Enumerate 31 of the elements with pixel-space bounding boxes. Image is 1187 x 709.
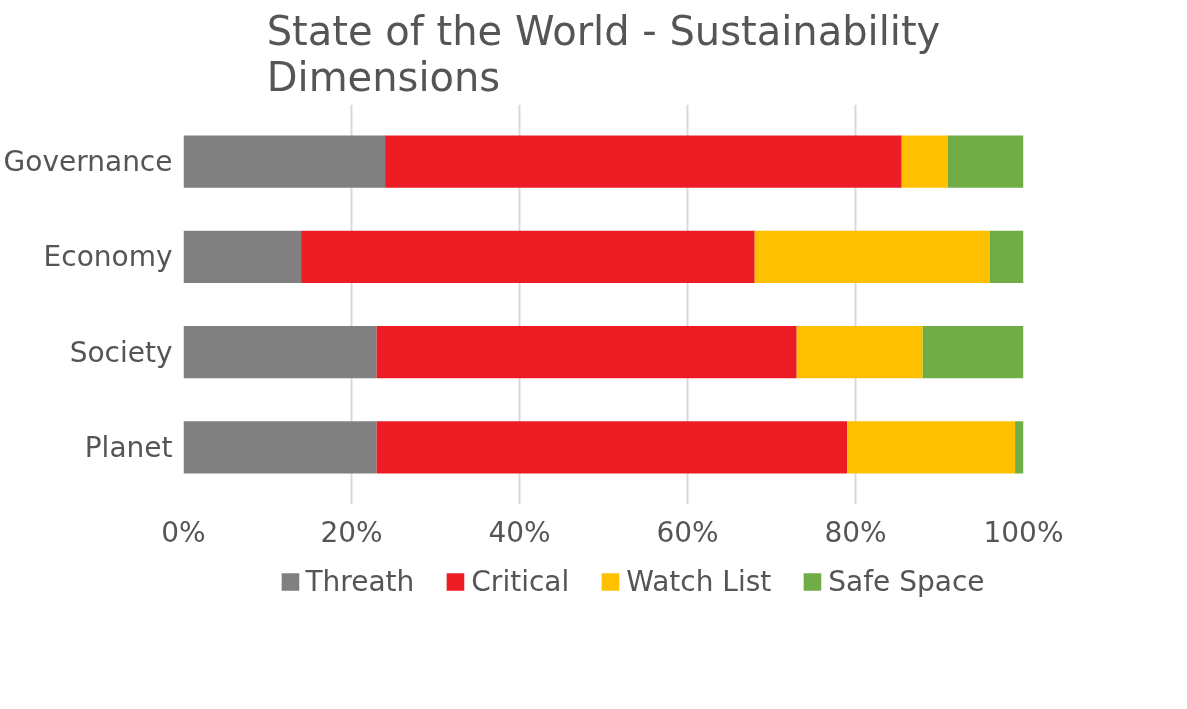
x-tick-label: 0%	[161, 515, 206, 549]
legend-label: Safe Space	[828, 564, 985, 598]
x-tick-label: 100%	[983, 515, 1064, 549]
legend-label: Critical	[471, 564, 570, 598]
chart-title: State of the World - Sustainability Dimensions	[266, 7, 941, 100]
bar	[796, 325, 923, 379]
x-tick-label: 80%	[824, 515, 887, 549]
x-tick-label: 40%	[488, 515, 551, 549]
bar	[1015, 421, 1024, 474]
bar	[847, 421, 1016, 474]
legend-label: Threath	[305, 564, 415, 598]
bar	[901, 135, 948, 188]
bar	[183, 421, 377, 474]
bar	[183, 135, 386, 188]
y-tick-label: Planet	[84, 430, 173, 464]
bar	[183, 325, 377, 379]
bar	[989, 230, 1024, 284]
y-tick-label: Society	[69, 335, 173, 369]
bar	[301, 230, 755, 284]
bar	[922, 325, 1024, 379]
bar	[385, 135, 902, 188]
bar	[376, 325, 797, 379]
bar	[183, 230, 302, 284]
y-tick-label: Governance	[3, 145, 173, 179]
legend-label: Watch List	[626, 564, 772, 598]
y-tick-label: Economy	[43, 240, 173, 274]
x-tick-label: 60%	[656, 515, 719, 549]
bar	[376, 421, 848, 474]
bar	[947, 135, 1024, 188]
bar	[754, 230, 990, 284]
x-tick-label: 20%	[320, 515, 383, 549]
